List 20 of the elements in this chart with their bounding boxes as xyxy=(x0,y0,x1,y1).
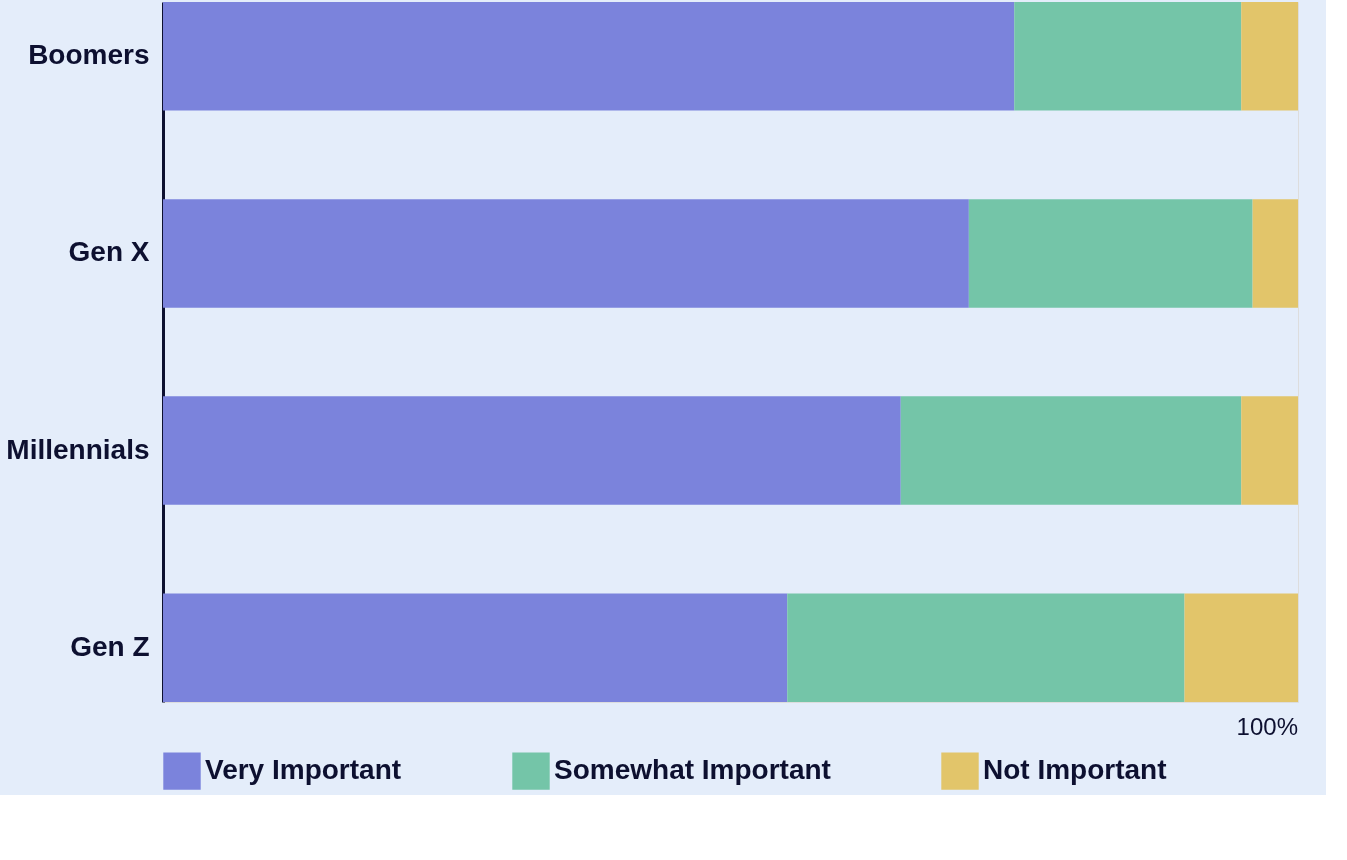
bar xyxy=(1241,396,1298,505)
legend-label: Not Important xyxy=(983,754,1167,786)
y-tick-label: Millennials xyxy=(6,433,150,465)
bar xyxy=(163,2,1015,111)
bar xyxy=(1241,2,1298,111)
bar xyxy=(1014,2,1242,111)
text: 100% xyxy=(1236,713,1298,740)
bar xyxy=(787,593,1185,702)
bar xyxy=(900,396,1242,505)
legend-label: Very Important xyxy=(205,754,402,786)
bar xyxy=(968,199,1253,308)
y-tick-label: Boomers xyxy=(28,39,150,71)
bar xyxy=(163,199,969,308)
bar xyxy=(163,593,788,702)
bar xyxy=(1252,199,1298,308)
bar xyxy=(1184,593,1298,702)
legend-label: Somewhat Important xyxy=(554,754,831,786)
y-tick-label: Gen Z xyxy=(70,630,150,662)
bar xyxy=(163,396,901,505)
y-tick-label: Gen X xyxy=(68,236,150,268)
